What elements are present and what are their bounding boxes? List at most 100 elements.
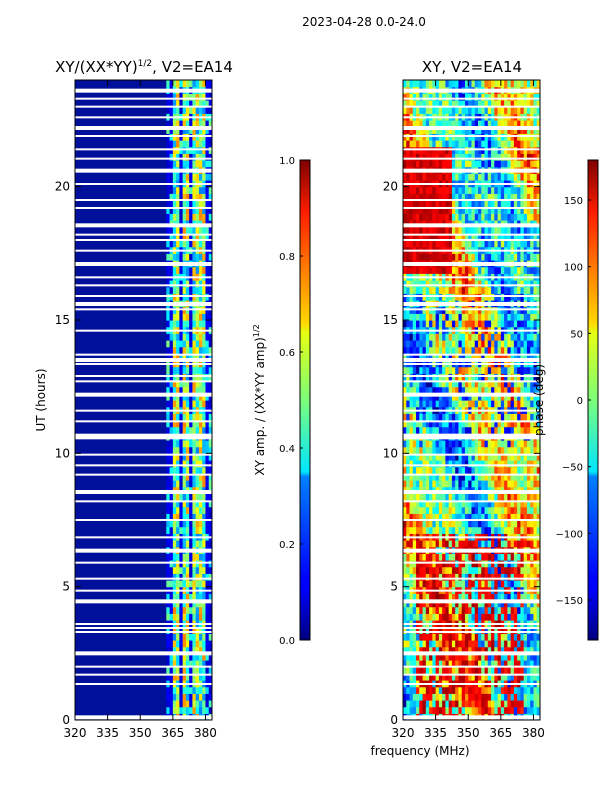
right-heatmap-cell	[409, 213, 414, 221]
right-heatmap-cell	[458, 460, 463, 468]
right-heatmap-cell	[422, 626, 427, 634]
left-heatmap-cell	[182, 500, 187, 508]
left-heatmap-cell	[192, 693, 197, 701]
left-heatmap-cell	[202, 473, 207, 481]
left-heatmap-cell	[182, 366, 187, 374]
right-heatmap-cell	[464, 213, 469, 221]
right-heatmap-cell	[409, 420, 414, 428]
left-heatmap-cell	[198, 100, 203, 108]
right-heatmap-cell	[403, 153, 407, 161]
left-heatmap-cell	[202, 660, 207, 668]
left-heatmap-cell	[208, 120, 212, 128]
right-heatmap-cell	[484, 93, 489, 101]
right-heatmap-cell	[422, 420, 427, 428]
right-heatmap-cell	[455, 606, 460, 614]
right-heatmap-cell	[403, 253, 407, 261]
right-heatmap-cell	[494, 340, 499, 348]
right-heatmap-cell	[481, 420, 486, 428]
right-heatmap-cell	[458, 93, 463, 101]
right-heatmap-cell	[445, 573, 450, 581]
right-heatmap-cell	[451, 553, 456, 561]
left-heatmap-cell	[182, 253, 187, 261]
left-heatmap-cell	[205, 313, 210, 321]
right-heatmap-cell	[416, 153, 420, 161]
right-heatmap-cell	[412, 660, 417, 668]
right-heatmap-cell	[438, 386, 443, 394]
right-heatmap-cell	[419, 673, 424, 681]
right-heatmap-cell	[451, 466, 456, 474]
right-heatmap-cell	[406, 573, 411, 581]
right-heatmap-cell	[461, 93, 466, 101]
right-heatmap-cell	[406, 240, 411, 248]
right-heatmap-cell	[403, 446, 407, 454]
right-heatmap-cell	[412, 446, 417, 454]
right-heatmap-cell	[500, 280, 505, 288]
right-heatmap-cell	[442, 646, 447, 654]
right-heatmap-cell	[478, 346, 482, 354]
right-heatmap-cell	[425, 520, 430, 528]
right-heatmap-cell	[432, 520, 437, 528]
right-heatmap-cell	[520, 186, 525, 194]
right-heatmap-cell	[455, 553, 460, 561]
right-heatmap-cell	[419, 700, 424, 708]
right-heatmap-cell	[481, 253, 486, 261]
left-heatmap-cell	[169, 240, 174, 248]
left-heatmap-cell	[169, 493, 174, 501]
right-heatmap-cell	[416, 706, 420, 714]
right-heatmap-cell	[451, 520, 456, 528]
right-heatmap-cell	[455, 566, 460, 574]
right-heatmap-cell	[520, 540, 525, 548]
right-heatmap-cell	[445, 566, 450, 574]
right-heatmap-cell	[422, 553, 427, 561]
right-heatmap-cell	[406, 340, 411, 348]
left-heatmap-cell	[198, 673, 203, 681]
left-heatmap-cell	[185, 100, 190, 108]
right-heatmap-cell	[481, 400, 486, 408]
right-heatmap-cell	[481, 120, 486, 128]
right-heatmap-cell	[517, 606, 522, 614]
right-heatmap-cell	[497, 686, 502, 694]
right-heatmap-cell	[500, 380, 505, 388]
right-heatmap-cell	[471, 646, 476, 654]
right-heatmap-cell	[419, 153, 424, 161]
left-heatmap-cell	[182, 213, 187, 221]
right-heatmap-cell	[513, 393, 518, 401]
right-heatmap-cell	[484, 606, 489, 614]
left-heatmap-cell	[169, 580, 174, 588]
right-heatmap-cell	[445, 420, 450, 428]
left-heatmap-cell	[205, 120, 210, 128]
flag-gap-line	[75, 589, 212, 592]
right-heatmap-cell	[435, 320, 440, 328]
right-heatmap-cell	[458, 693, 463, 701]
right-heatmap-cell	[461, 233, 466, 241]
left-heatmap-cell	[176, 646, 180, 654]
right-heatmap-cell	[461, 566, 466, 574]
left-heatmap-cell	[185, 526, 190, 534]
flag-gap-line	[75, 392, 212, 397]
left-heatmap-cell	[192, 526, 197, 534]
left-heatmap-cell	[185, 646, 190, 654]
left-heatmap-cell	[189, 480, 194, 488]
right-heatmap-cell	[464, 393, 469, 401]
left-heatmap-cell	[172, 613, 177, 621]
left-heatmap-cell	[185, 400, 190, 408]
right-heatmap-cell	[422, 226, 427, 234]
right-heatmap-cell	[422, 426, 427, 434]
right-heatmap-cell	[481, 313, 486, 321]
right-heatmap-cell	[471, 666, 476, 674]
right-heatmap-cell	[438, 106, 443, 114]
right-heatmap-cell	[513, 466, 518, 474]
left-heatmap-cell	[192, 460, 197, 468]
right-heatmap-cell	[500, 580, 505, 588]
right-heatmap-cell	[517, 500, 522, 508]
right-heatmap-cell	[494, 480, 499, 488]
right-heatmap-cell	[458, 240, 463, 248]
left-x-tick-label: 350	[129, 726, 152, 740]
right-heatmap-cell	[445, 413, 450, 421]
right-heatmap-cell	[412, 213, 417, 221]
left-heatmap-cell	[172, 173, 177, 181]
right-heatmap-cell	[520, 473, 525, 481]
left-heatmap-cell	[166, 660, 171, 668]
right-heatmap-cell	[461, 126, 466, 134]
right-heatmap-cell	[442, 526, 447, 534]
